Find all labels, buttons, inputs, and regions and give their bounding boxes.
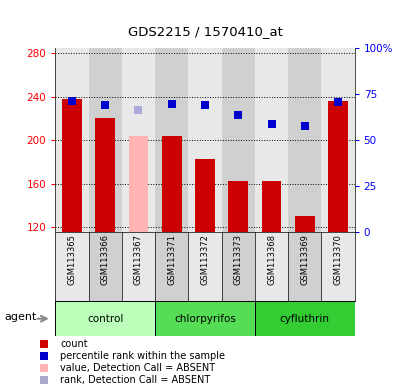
Text: percentile rank within the sample: percentile rank within the sample [60, 351, 225, 361]
Bar [55, 232, 88, 301]
Point [41, 365, 47, 371]
Bar [228, 181, 247, 232]
Point [234, 112, 241, 118]
Bar [221, 48, 254, 232]
Bar [254, 232, 288, 301]
Text: count: count [60, 339, 88, 349]
Point [267, 121, 274, 127]
Text: GSM113369: GSM113369 [299, 234, 308, 285]
Bar [88, 232, 121, 301]
Point [41, 377, 47, 384]
Text: GSM113366: GSM113366 [101, 234, 110, 285]
Bar [288, 48, 321, 232]
Bar [95, 119, 115, 232]
Bar [254, 301, 354, 336]
Bar [221, 232, 254, 301]
Point [102, 103, 108, 109]
Bar [128, 136, 148, 232]
Point [135, 107, 142, 113]
Point [301, 123, 307, 129]
Text: cyfluthrin: cyfluthrin [279, 314, 329, 324]
Bar [62, 99, 82, 232]
Text: GSM113371: GSM113371 [167, 234, 176, 285]
Bar [55, 301, 155, 336]
Point [69, 98, 75, 104]
Bar [121, 232, 155, 301]
Point [41, 341, 47, 348]
Text: GSM113372: GSM113372 [200, 234, 209, 285]
Bar [321, 232, 354, 301]
Bar [162, 136, 181, 232]
Bar [55, 48, 88, 232]
Point [168, 101, 175, 108]
Bar [254, 48, 288, 232]
Point [334, 99, 340, 105]
Text: control: control [87, 314, 123, 324]
Text: GDS2215 / 1570410_at: GDS2215 / 1570410_at [127, 25, 282, 38]
Bar [261, 181, 281, 232]
Bar [188, 48, 221, 232]
Bar [327, 101, 347, 232]
Bar [321, 48, 354, 232]
Bar [88, 48, 121, 232]
Bar [195, 159, 214, 232]
Text: rank, Detection Call = ABSENT: rank, Detection Call = ABSENT [60, 376, 210, 384]
Text: GSM113367: GSM113367 [134, 234, 143, 285]
Bar [294, 216, 314, 232]
Text: GSM113373: GSM113373 [233, 234, 242, 285]
Text: chlorpyrifos: chlorpyrifos [174, 314, 235, 324]
Text: GSM113365: GSM113365 [67, 234, 76, 285]
Bar [188, 232, 221, 301]
Point [201, 103, 208, 109]
Text: GSM113368: GSM113368 [266, 234, 275, 285]
Text: GSM113370: GSM113370 [333, 234, 342, 285]
Text: agent: agent [4, 312, 36, 322]
Point [41, 353, 47, 359]
Bar [155, 301, 254, 336]
Bar [121, 48, 155, 232]
Bar [288, 232, 321, 301]
Text: value, Detection Call = ABSENT: value, Detection Call = ABSENT [60, 363, 215, 373]
Bar [155, 232, 188, 301]
Bar [155, 48, 188, 232]
